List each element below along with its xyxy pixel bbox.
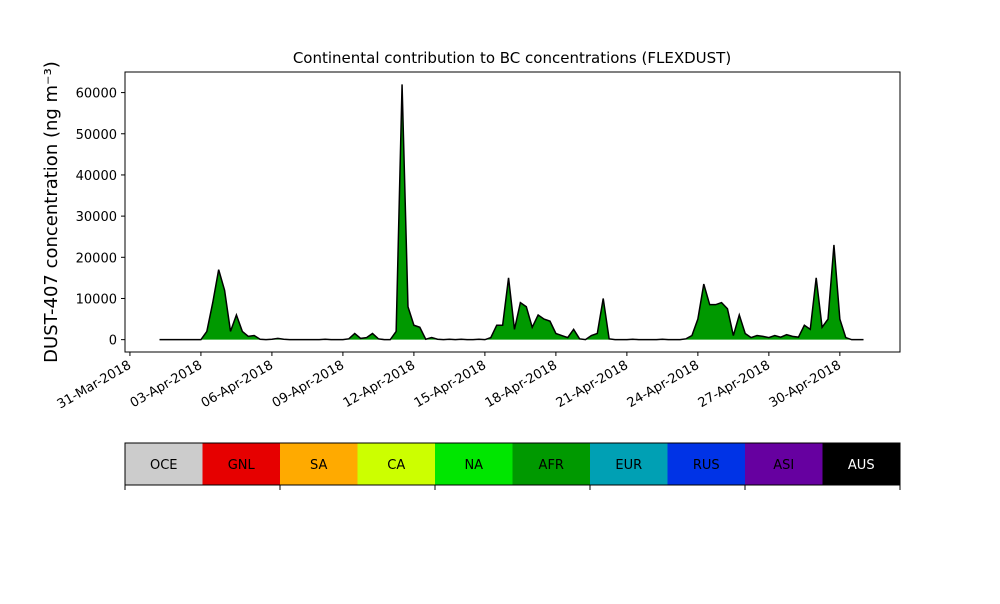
colorbar-cell — [822, 443, 900, 485]
colorbar-label: NA — [464, 458, 483, 473]
y-tick-label: 30000 — [76, 210, 117, 225]
plot-frame — [124, 71, 901, 353]
colorbar-label: AUS — [848, 458, 875, 473]
colorbar: OCE GNL SA CA NA AFR EUR RUS ASI AUS — [125, 443, 900, 485]
colorbar-cell — [125, 443, 203, 485]
colorbar-cell — [512, 443, 590, 485]
colorbar-cell — [745, 443, 823, 485]
colorbar-label: RUS — [693, 458, 720, 473]
x-tick-label: 30-Apr-2018 — [767, 358, 844, 411]
x-tick-label: 15-Apr-2018 — [412, 358, 489, 411]
plot-area: 0 10000 20000 30000 40000 50000 60000 31-Mar-20… — [55, 84, 864, 412]
x-tick-label: 12-Apr-2018 — [341, 358, 418, 411]
colorbar-cell — [202, 443, 280, 485]
x-tick-label: 24-Apr-2018 — [625, 358, 702, 411]
x-tick-label: 03-Apr-2018 — [128, 358, 205, 411]
y-tick-label: 40000 — [76, 169, 117, 184]
x-tick-label: 06-Apr-2018 — [199, 358, 276, 411]
area-outline — [159, 84, 864, 341]
colorbar-label: SA — [310, 458, 327, 473]
y-tick-label: 10000 — [76, 292, 117, 307]
colorbar-ticks — [124, 485, 901, 490]
colorbar-label: GNL — [228, 458, 256, 473]
x-tick-label: 27-Apr-2018 — [696, 358, 773, 411]
colorbar-cell — [667, 443, 745, 485]
colorbar-frame — [124, 442, 901, 486]
colorbar-cell — [280, 443, 358, 485]
colorbar-label: CA — [387, 458, 405, 473]
colorbar-cell — [357, 443, 435, 485]
y-tick-label: 60000 — [76, 87, 117, 102]
y-tick-label: 0 — [109, 334, 117, 349]
colorbar-label: ASI — [773, 458, 794, 473]
colorbar-label: OCE — [150, 458, 178, 473]
colorbar-cell — [590, 443, 668, 485]
x-tick-label: 09-Apr-2018 — [270, 358, 347, 411]
colorbar-label: AFR — [539, 458, 564, 473]
y-tick-label: 20000 — [76, 251, 117, 266]
y-axis-label: DUST-407 concentration (ng m⁻³) — [41, 61, 62, 363]
colorbar-cell — [435, 443, 513, 485]
x-tick-label: 21-Apr-2018 — [554, 358, 631, 411]
x-tick-label: 31-Mar-2018 — [55, 358, 134, 412]
chart-title: Continental contribution to BC concentra… — [293, 49, 731, 67]
x-tick-label: 18-Apr-2018 — [483, 358, 560, 411]
colorbar-label: EUR — [615, 458, 642, 473]
y-tick-label: 50000 — [76, 128, 117, 143]
